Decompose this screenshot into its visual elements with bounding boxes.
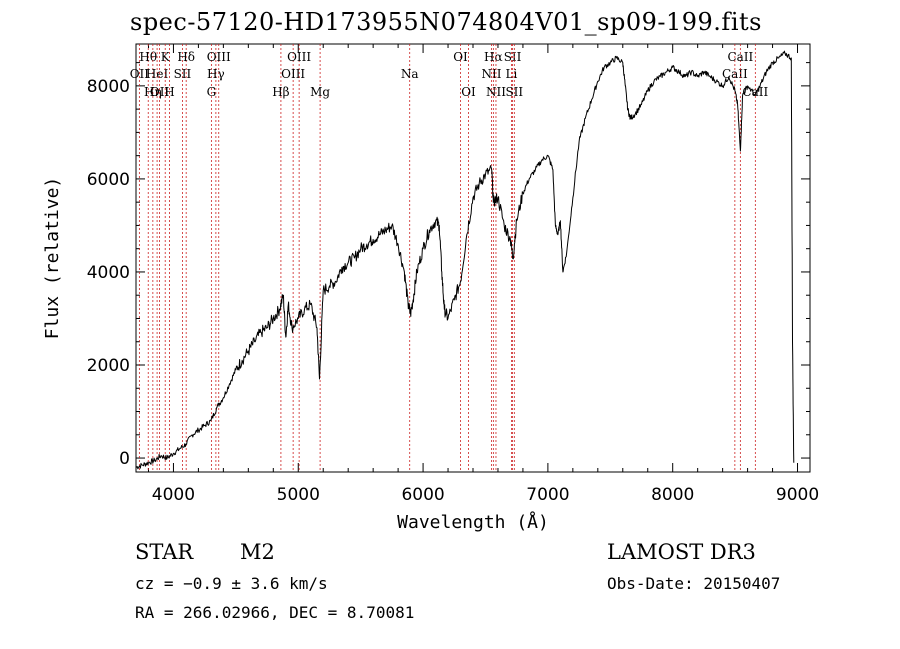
spectral-line-label: OI xyxy=(453,50,468,64)
spectral-line-label: OIII xyxy=(281,67,305,81)
spectral-line-label: Hδ xyxy=(177,50,195,64)
spectral-line-label: NII xyxy=(486,85,506,99)
spectral-line-label: CaII xyxy=(727,50,753,64)
x-axis-label: Wavelength (Å) xyxy=(397,511,549,533)
spectral-line-label: HeI xyxy=(146,67,169,81)
spectral-line-label: NII xyxy=(481,67,501,81)
x-tick-label: 5000 xyxy=(277,485,320,505)
redshift-velocity: cz = −0.9 ± 3.6 km/s xyxy=(135,574,328,593)
x-tick-label: 7000 xyxy=(526,485,569,505)
spectral-line-label: OIII xyxy=(287,50,311,64)
spectral-line-label: G xyxy=(207,85,217,99)
y-tick-label: 0 xyxy=(119,449,130,469)
spectral-line-label: H xyxy=(164,85,174,99)
spectrum-line xyxy=(135,50,795,470)
plot-frame xyxy=(135,43,811,473)
spectral-line-label: SII xyxy=(504,50,522,64)
spectral-line-label: OIII xyxy=(207,50,231,64)
survey-name: LAMOST DR3 xyxy=(607,540,756,564)
spectral-line-label: SII xyxy=(174,67,192,81)
x-tick-label: 8000 xyxy=(651,485,694,505)
object-subclass: M2 xyxy=(240,540,275,564)
spectral-line-label: Na xyxy=(401,67,419,81)
spectrum-chart: 4000 5000 6000 7000 8000 9000 0 2000 4000 6000 800… xyxy=(42,43,819,533)
spectral-line-label: OI xyxy=(461,85,476,99)
observation-date: Obs-Date: 20150407 xyxy=(607,574,781,593)
spectral-line-label: K xyxy=(161,50,171,64)
spectral-line-label: Li xyxy=(506,67,518,81)
y-tick-label: 4000 xyxy=(87,263,130,283)
spectral-line-label: Hγ xyxy=(207,67,225,81)
spectral-line-label: SII xyxy=(505,85,523,99)
object-class: STAR xyxy=(135,540,194,564)
x-tick-label: 6000 xyxy=(401,485,444,505)
y-tick-label: 2000 xyxy=(87,356,130,376)
y-axis-label: Flux (relative) xyxy=(42,177,63,340)
y-tick-label: 8000 xyxy=(87,77,130,97)
spectral-line-label: Hθ xyxy=(139,50,157,64)
chart-title: spec-57120-HD173955N074804V01_sp09-199.f… xyxy=(130,8,762,36)
spectral-line-label: OII xyxy=(130,67,150,81)
spectral-line-label: Hβ xyxy=(272,85,289,99)
x-tick-label: 9000 xyxy=(776,485,819,505)
x-tick-label: 4000 xyxy=(152,485,195,505)
coordinates: RA = 266.02966, DEC = 8.70081 xyxy=(135,603,415,622)
spectral-line-label: OII xyxy=(150,85,170,99)
spectral-line-label: Mg xyxy=(310,85,330,99)
y-tick-label: 6000 xyxy=(87,170,130,190)
spectral-line-label: Hα xyxy=(484,50,503,64)
